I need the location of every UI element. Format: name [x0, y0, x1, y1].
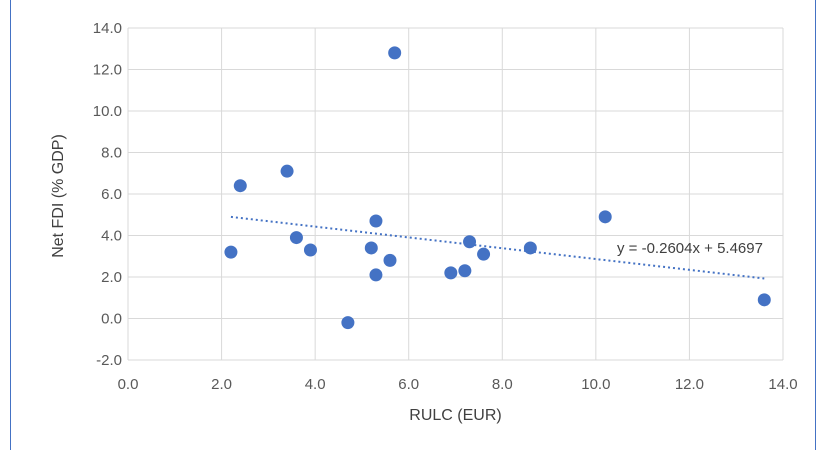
data-point: [757, 293, 771, 307]
data-point: [369, 214, 383, 228]
x-tick-label: 0.0: [118, 376, 139, 393]
data-point: [477, 247, 491, 261]
data-point: [458, 264, 472, 278]
gridlines: [127, 27, 784, 361]
data-point: [369, 268, 383, 282]
y-tick-label: 12.0: [93, 62, 122, 79]
x-tick-label: 2.0: [211, 376, 232, 393]
scatter-chart: 0.0 2.0 4.0 6.0 8.0 10.0 12.0 14.0 -2.0 0.0 2.0 4.…: [50, 20, 798, 424]
x-tick-label: 6.0: [398, 376, 419, 393]
data-point: [289, 231, 303, 245]
y-axis-ticks: -2.0 0.0 2.0 4.0 6.0 8.0 10.0 12.0 14.0: [93, 20, 122, 369]
y-tick-label: 0.0: [101, 311, 122, 328]
x-tick-label: 8.0: [492, 376, 513, 393]
data-point: [523, 241, 537, 255]
data-point: [388, 46, 402, 60]
data-point: [383, 253, 397, 267]
y-tick-label: 10.0: [93, 103, 122, 120]
chart-frame: 0.0 2.0 4.0 6.0 8.0 10.0 12.0 14.0 -2.0 0.0 2.0 4.…: [10, 0, 816, 450]
data-point: [463, 235, 477, 249]
y-tick-label: 6.0: [101, 186, 122, 203]
x-tick-label: 12.0: [675, 376, 704, 393]
y-tick-label: 8.0: [101, 145, 122, 162]
data-point: [303, 243, 317, 257]
y-axis-title: Net FDI (% GDP): [50, 134, 67, 258]
data-point: [444, 266, 458, 280]
x-axis-ticks: 0.0 2.0 4.0 6.0 8.0 10.0 12.0 14.0: [118, 376, 798, 393]
data-points: [224, 46, 771, 330]
x-tick-label: 10.0: [581, 376, 610, 393]
y-tick-label: 4.0: [101, 228, 122, 245]
data-point: [280, 164, 294, 178]
data-point: [364, 241, 378, 255]
y-tick-label: 2.0: [101, 269, 122, 286]
data-point: [233, 179, 247, 193]
y-tick-label: -2.0: [96, 352, 122, 369]
x-tick-label: 14.0: [768, 376, 797, 393]
trendline-equation: y = -0.2604x + 5.4697: [617, 240, 763, 257]
x-axis-title: RULC (EUR): [409, 407, 501, 424]
x-tick-label: 4.0: [305, 376, 326, 393]
data-point: [224, 245, 238, 259]
y-tick-label: 14.0: [93, 20, 122, 37]
data-point: [341, 316, 355, 330]
data-point: [598, 210, 612, 224]
